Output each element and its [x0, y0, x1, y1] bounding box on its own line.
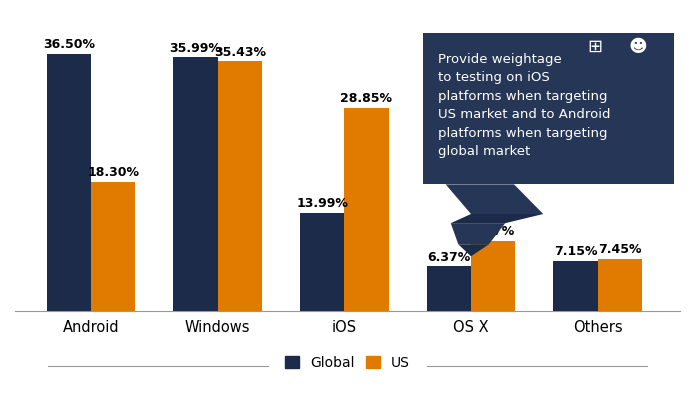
Bar — [553, 261, 598, 311]
Text: ☻: ☻ — [629, 38, 648, 56]
Text: 36.50%: 36.50% — [43, 38, 95, 51]
Polygon shape — [458, 244, 489, 256]
Text: 18.30%: 18.30% — [87, 166, 139, 179]
Legend: Global, US: Global, US — [285, 356, 410, 370]
Polygon shape — [451, 223, 505, 244]
Bar — [344, 108, 389, 311]
Text: 35.99%: 35.99% — [170, 42, 222, 55]
Text: 7.15%: 7.15% — [554, 245, 597, 258]
Text: 28.85%: 28.85% — [341, 92, 393, 105]
Bar — [91, 182, 136, 311]
Bar — [300, 213, 344, 311]
Text: 7.45%: 7.45% — [598, 243, 641, 256]
Text: 35.43%: 35.43% — [214, 45, 265, 58]
Polygon shape — [451, 214, 543, 223]
Bar — [173, 58, 218, 311]
Bar — [598, 259, 642, 311]
Text: 13.99%: 13.99% — [296, 197, 348, 210]
Text: ⊞: ⊞ — [587, 38, 603, 56]
FancyBboxPatch shape — [423, 33, 673, 184]
Bar — [218, 61, 262, 311]
Polygon shape — [445, 184, 543, 214]
Text: 9.97%: 9.97% — [471, 225, 515, 238]
Text: 6.37%: 6.37% — [427, 251, 471, 264]
Bar — [471, 241, 515, 311]
Bar — [427, 266, 471, 311]
Bar — [47, 54, 91, 311]
Text: Provide weightage
to testing on iOS
platforms when targeting
US market and to An: Provide weightage to testing on iOS plat… — [438, 53, 611, 158]
